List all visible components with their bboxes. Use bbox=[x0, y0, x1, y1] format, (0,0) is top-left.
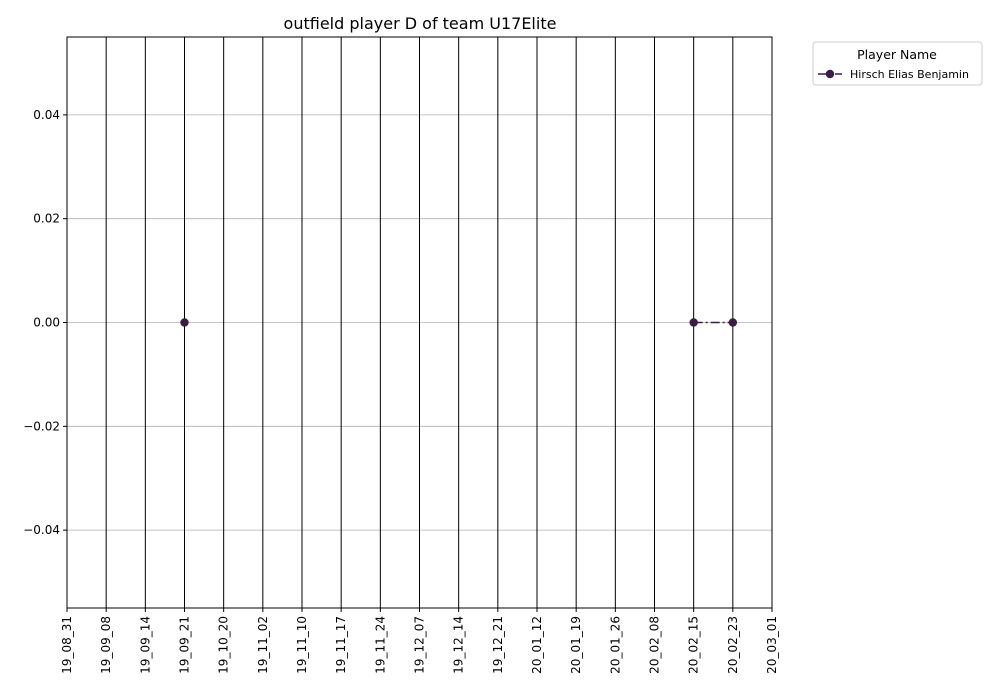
plot-area: 0.04 0.02 0.00 −0.02 −0.04 19_08_31 19_09_08 19… bbox=[23, 36, 779, 674]
y-tick-label: 0.00 bbox=[33, 316, 60, 330]
x-tick-label: 20_01_12 bbox=[530, 616, 544, 674]
x-tick-label: 20_02_08 bbox=[648, 616, 662, 674]
x-tick-label: 19_12_14 bbox=[452, 616, 466, 674]
x-tick-label: 20_01_26 bbox=[608, 616, 622, 674]
x-tick-label: 19_10_20 bbox=[217, 616, 231, 674]
x-tick-label: 19_11_24 bbox=[373, 616, 387, 674]
x-tick-label: 20_01_19 bbox=[569, 616, 583, 674]
y-tick-label: 0.04 bbox=[33, 108, 60, 122]
y-tick-label: −0.04 bbox=[23, 523, 60, 537]
data-point bbox=[728, 318, 738, 327]
x-tick-label: 19_09_21 bbox=[178, 616, 192, 674]
legend-title: Player Name bbox=[857, 47, 937, 62]
x-tick-label: 20_02_23 bbox=[726, 616, 740, 674]
chart-title: outfield player D of team U17Elite bbox=[284, 14, 557, 33]
legend: Player Name Hirsch Elias Benjamin bbox=[812, 41, 983, 86]
x-tick-label: 20_02_15 bbox=[687, 616, 701, 674]
y-tick-label: −0.02 bbox=[23, 419, 60, 433]
x-tick-label: 19_11_10 bbox=[295, 616, 309, 674]
x-tick-label: 19_12_21 bbox=[491, 616, 505, 674]
legend-box bbox=[812, 41, 983, 86]
x-tick-label: 19_11_02 bbox=[256, 616, 270, 674]
legend-label: Hirsch Elias Benjamin bbox=[850, 68, 969, 81]
x-tick-label: 19_09_14 bbox=[138, 616, 152, 674]
x-tick-label: 20_03_01 bbox=[765, 616, 779, 674]
x-tick-label: 19_11_17 bbox=[334, 616, 348, 674]
data-point bbox=[689, 318, 698, 327]
x-tick-label: 19_12_07 bbox=[413, 616, 427, 674]
y-tick-label: 0.02 bbox=[33, 212, 60, 226]
legend-marker-swatch bbox=[825, 69, 835, 79]
x-tick-label: 19_09_08 bbox=[99, 616, 113, 674]
data-point bbox=[180, 318, 189, 327]
x-tick-label: 19_08_31 bbox=[60, 616, 74, 674]
legend-entries: Hirsch Elias Benjamin bbox=[818, 68, 969, 81]
